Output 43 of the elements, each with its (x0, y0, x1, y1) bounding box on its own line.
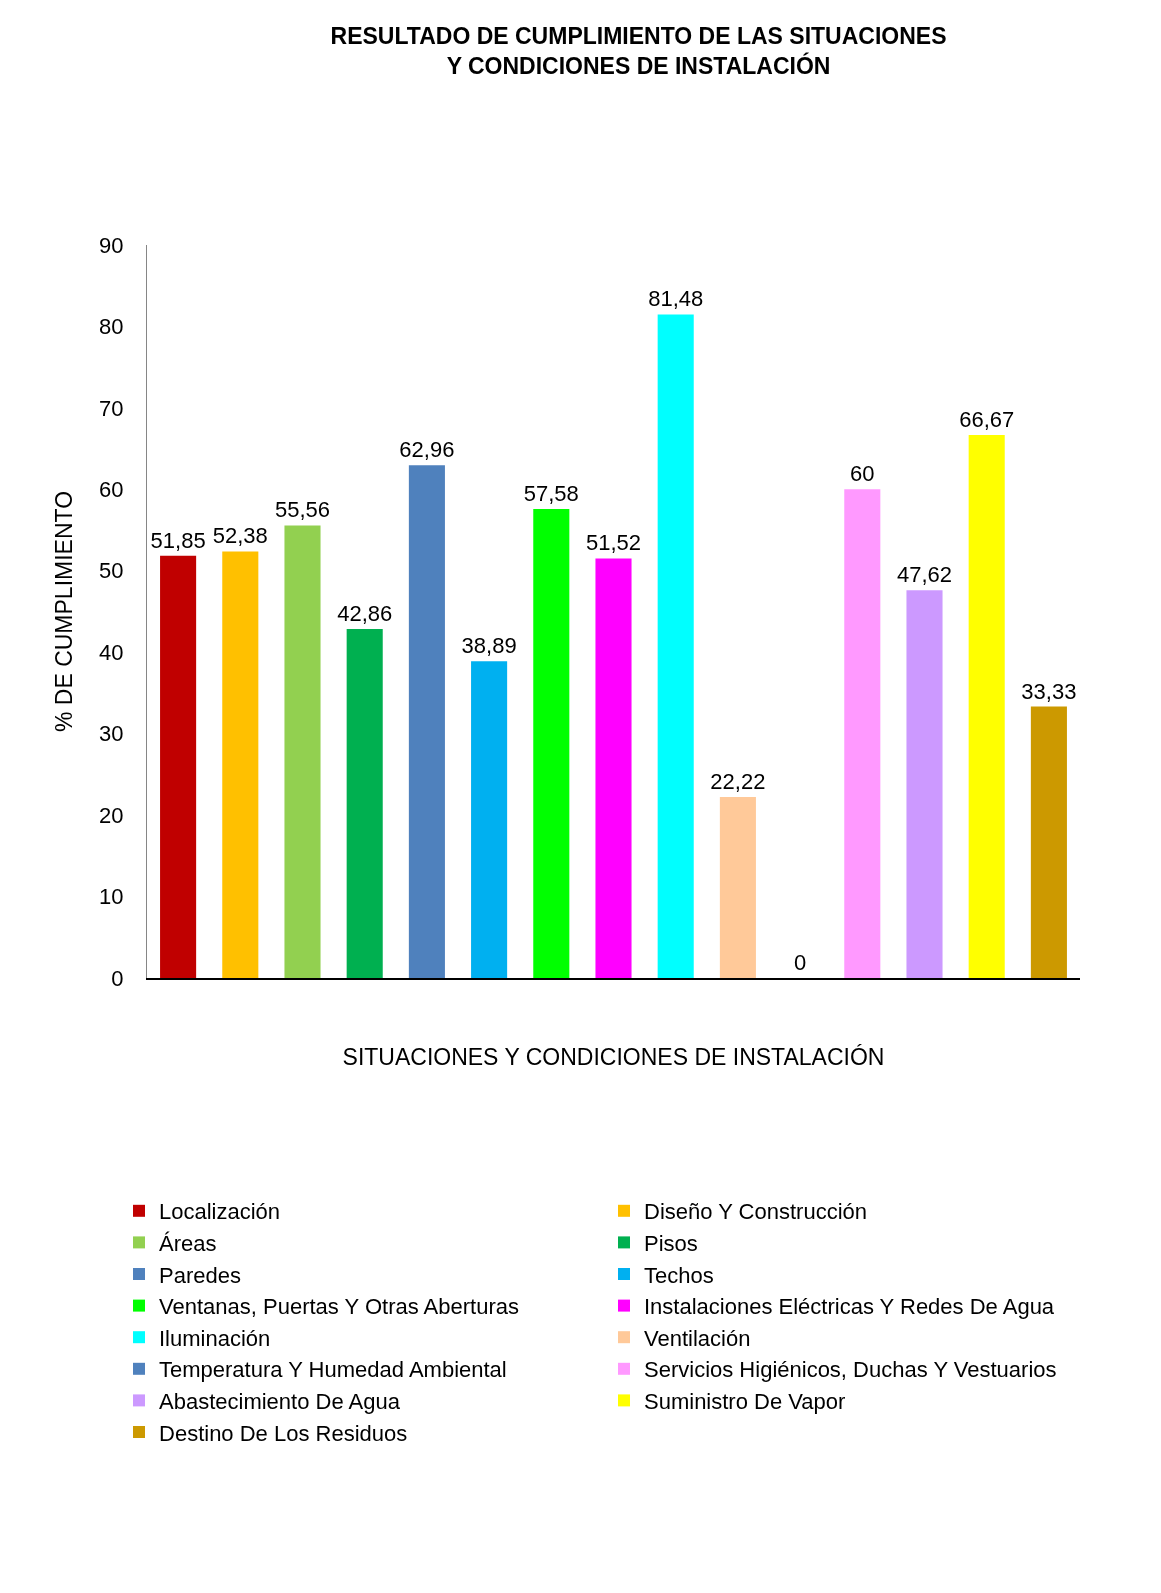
data-label: 47,62 (896, 562, 953, 588)
y-tick-label: 0 (111, 965, 124, 991)
data-label: 62,96 (399, 437, 455, 463)
legend-label: Pisos (644, 1230, 698, 1256)
data-label: 42,86 (337, 600, 393, 626)
data-label: 51,52 (585, 530, 642, 556)
legend-label: Ventanas, Puertas Y Otras Aberturas (159, 1294, 519, 1320)
legend-label: Suministro De Vapor (644, 1388, 846, 1414)
y-tick-label: 90 (99, 232, 124, 258)
legend-label: Ventilación (644, 1325, 751, 1351)
data-label: 60 (850, 461, 875, 487)
data-label: 66,67 (959, 407, 1015, 433)
y-tick-label: 20 (99, 802, 124, 828)
data-label: 51,85 (150, 527, 206, 553)
y-tick-label: 50 (99, 558, 124, 584)
y-tick-label: 60 (99, 477, 124, 503)
data-label: 52,38 (212, 523, 268, 549)
legend-label: Localización (159, 1199, 281, 1225)
y-axis-title: % DE CUMPLIMIENTO (50, 490, 77, 733)
y-tick-label: 10 (99, 884, 124, 910)
data-label: 33,33 (1021, 678, 1077, 704)
data-label: 0 (793, 950, 807, 975)
legend-label: Paredes (159, 1262, 241, 1288)
legend-label: Diseño Y Construcción (644, 1199, 867, 1225)
y-tick-label: 80 (99, 314, 124, 340)
legend-label: Áreas (159, 1230, 217, 1256)
legend-label: Instalaciones Eléctricas Y Redes De Agua (644, 1294, 1055, 1320)
legend-label: Servicios Higiénicos, Duchas Y Vestuarios (644, 1357, 1057, 1383)
data-label: 22,22 (710, 769, 766, 795)
legend-label: Destino De Los Residuos (159, 1420, 408, 1446)
legend-label: Iluminación (159, 1325, 271, 1351)
y-tick-label: 40 (99, 639, 124, 665)
y-tick-label: 30 (99, 721, 124, 747)
legend-label: Temperatura Y Humedad Ambiental (159, 1357, 507, 1383)
chart-title: RESULTADO DE CUMPLIMIENTO DE LAS SITUACIONES Y CONDICIONES DE INSTALACIÓN (330, 23, 947, 79)
data-label: 57,58 (523, 481, 579, 507)
x-axis-title: SITUACIONES Y CONDICIONES DE INSTALACIÓN (342, 1044, 885, 1071)
data-label: 38,89 (461, 633, 517, 659)
data-label: 55,56 (274, 497, 331, 523)
y-tick-label: 70 (99, 395, 124, 421)
legend-label: Techos (644, 1262, 714, 1288)
data-label: 81,48 (648, 286, 704, 312)
legend-label: Abastecimiento De Agua (159, 1388, 401, 1414)
